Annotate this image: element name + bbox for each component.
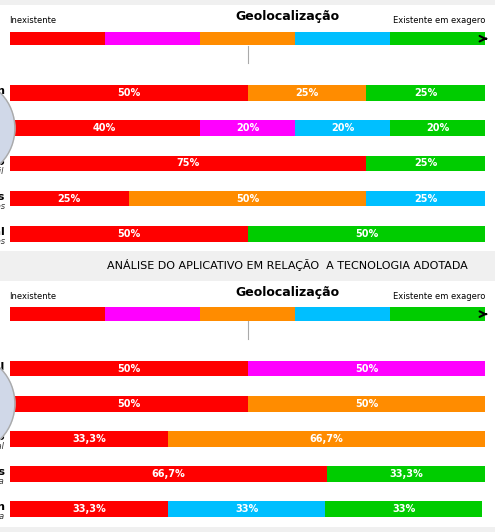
- Bar: [366, 85, 486, 101]
- Text: Brasil: Brasil: [0, 131, 5, 140]
- Text: The Guardian: The Guardian: [0, 502, 5, 512]
- Bar: [200, 120, 295, 136]
- Bar: [9, 32, 105, 45]
- Text: 50%: 50%: [117, 229, 140, 239]
- Text: Geolocalização: Geolocalização: [235, 286, 339, 298]
- Bar: [248, 226, 486, 242]
- Bar: [390, 120, 486, 136]
- Bar: [200, 307, 295, 321]
- Text: Inexistente: Inexistente: [9, 292, 56, 301]
- Text: 33%: 33%: [392, 504, 415, 514]
- Bar: [9, 85, 248, 101]
- Text: Público: Público: [0, 432, 5, 442]
- Bar: [248, 85, 366, 101]
- Bar: [295, 32, 390, 45]
- Bar: [9, 307, 105, 321]
- Text: Alemanha: Alemanha: [0, 372, 5, 381]
- Text: 50%: 50%: [355, 398, 378, 409]
- Bar: [168, 431, 486, 447]
- Bar: [105, 32, 200, 45]
- Bar: [366, 155, 486, 171]
- Bar: [9, 155, 366, 171]
- Text: França: França: [0, 407, 5, 416]
- Text: Estados Unidos: Estados Unidos: [0, 202, 5, 211]
- Text: Portugal: Portugal: [0, 442, 5, 451]
- Bar: [9, 431, 168, 447]
- Text: El País: El País: [0, 467, 5, 477]
- Bar: [390, 32, 486, 45]
- Bar: [390, 307, 486, 321]
- Text: Espanha: Espanha: [0, 477, 5, 486]
- Text: 25%: 25%: [414, 159, 438, 169]
- Text: 33,3%: 33,3%: [72, 504, 105, 514]
- Text: Brasil: Brasil: [0, 167, 5, 176]
- Bar: [200, 32, 295, 45]
- Bar: [9, 190, 129, 206]
- Text: 20%: 20%: [236, 123, 259, 134]
- Text: 40%: 40%: [93, 123, 116, 134]
- Text: Existente em exagero: Existente em exagero: [393, 16, 486, 26]
- Text: 33,3%: 33,3%: [72, 434, 105, 444]
- Text: Spiegel: Spiegel: [0, 362, 5, 372]
- Text: Inglaterra: Inglaterra: [0, 512, 5, 521]
- Text: 20%: 20%: [426, 123, 449, 134]
- Text: Estados Unidos: Estados Unidos: [0, 237, 5, 246]
- Bar: [9, 120, 200, 136]
- Text: Folha de S. Paulo: Folha de S. Paulo: [0, 156, 5, 167]
- Text: 25%: 25%: [296, 88, 319, 98]
- Bar: [9, 501, 168, 517]
- Bar: [327, 466, 486, 482]
- Bar: [9, 361, 248, 377]
- Text: 66,7%: 66,7%: [151, 469, 185, 479]
- Text: 20%: 20%: [331, 123, 354, 134]
- Text: 66,7%: 66,7%: [310, 434, 344, 444]
- Text: 50%: 50%: [355, 363, 378, 373]
- Text: The Wall Street Journal: The Wall Street Journal: [0, 227, 5, 237]
- Text: 50%: 50%: [117, 88, 140, 98]
- Bar: [366, 190, 486, 206]
- Bar: [325, 501, 482, 517]
- Text: 25%: 25%: [414, 88, 438, 98]
- Bar: [248, 396, 486, 412]
- Text: 50%: 50%: [355, 229, 378, 239]
- Text: 33%: 33%: [235, 504, 258, 514]
- Bar: [9, 226, 248, 242]
- Text: ANÁLISE DO APLICATIVO EM RELAÇÃO  A TECNOLOGIA ADOTADA: ANÁLISE DO APLICATIVO EM RELAÇÃO A TECNO…: [107, 259, 467, 271]
- Bar: [105, 307, 200, 321]
- Text: 33,3%: 33,3%: [390, 469, 423, 479]
- Text: 50%: 50%: [236, 194, 259, 204]
- Text: 25%: 25%: [57, 194, 81, 204]
- Text: 50%: 50%: [117, 363, 140, 373]
- Bar: [9, 466, 327, 482]
- Text: Geolocalização: Geolocalização: [235, 10, 339, 23]
- Text: Inexistente: Inexistente: [9, 16, 56, 26]
- Bar: [168, 501, 325, 517]
- Text: 25%: 25%: [414, 194, 438, 204]
- Bar: [129, 190, 366, 206]
- Text: New York Times: New York Times: [0, 192, 5, 202]
- Text: Gaúcha ZH: Gaúcha ZH: [0, 121, 5, 131]
- Text: 75%: 75%: [176, 159, 199, 169]
- Text: Le Monde: Le Monde: [0, 397, 5, 407]
- Bar: [248, 361, 486, 377]
- Bar: [9, 396, 248, 412]
- Text: Argentina: Argentina: [0, 96, 5, 105]
- Bar: [295, 120, 390, 136]
- Text: Existente em exagero: Existente em exagero: [393, 292, 486, 301]
- Text: 50%: 50%: [117, 398, 140, 409]
- Bar: [295, 307, 390, 321]
- Text: La Nacion: La Nacion: [0, 86, 5, 96]
